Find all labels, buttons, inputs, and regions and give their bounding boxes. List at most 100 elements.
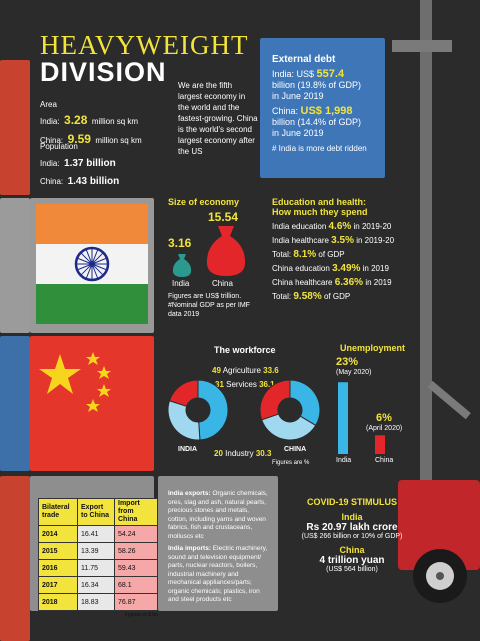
area-china-label: China:	[40, 136, 64, 145]
bt-cell-export: 11.75	[77, 559, 115, 577]
workforce-note: Figures are %	[272, 460, 310, 466]
stimulus-china-label: China	[339, 545, 365, 555]
bilateral-table: Bilateral trade Export to China Import f…	[38, 498, 158, 611]
debt-china-value: US$ 1,998	[300, 105, 353, 117]
crane-frame	[420, 0, 432, 560]
crane-beam	[427, 380, 471, 420]
exports-text: Organic chemicals, ores, slag and ash, n…	[168, 490, 268, 540]
bt-cell-year: 2016	[38, 559, 78, 577]
workforce-china-label: CHINA	[284, 446, 307, 453]
bt-cell-import: 76.87	[114, 593, 158, 611]
table-row: 2014 16.41 54.24	[38, 525, 158, 543]
industry-india-value: 20	[214, 449, 223, 458]
edu-row: Total: 8.1% of GDP	[272, 248, 412, 262]
economy-india-value: 3.16	[168, 236, 192, 250]
industry-label: Industry	[225, 449, 254, 458]
edu-rows: India education 4.6% in 2019-20 India hea…	[272, 220, 412, 304]
area-china-unit: million sq km	[95, 136, 142, 145]
edu-row-label: Total:	[272, 292, 292, 301]
unemp-bar-china	[375, 435, 385, 454]
workforce-donuts	[167, 379, 321, 441]
edu-row-suffix: of GDP	[318, 250, 345, 259]
unemp-china-label: China	[375, 457, 394, 464]
exports-imports-block: India exports: Organic chemicals, ores, …	[168, 490, 270, 605]
bilateral-table-wrap: Bilateral trade Export to China Import f…	[38, 498, 158, 618]
page-title-line1: HEAVYWEIGHT	[40, 30, 249, 60]
crane-arm	[392, 40, 452, 52]
bt-header-import: Import from China	[114, 498, 158, 526]
area-india-value: 3.28	[64, 113, 88, 127]
container-red-top-left	[0, 60, 30, 195]
debt-india-line2: billion (19.8% of GDP)	[272, 80, 362, 90]
donut-slice-industry	[168, 379, 199, 407]
workforce-heading: The workforce	[214, 345, 276, 355]
population-heading: Population	[40, 142, 78, 151]
unemployment-heading: Unemployment	[340, 343, 406, 353]
bt-cell-export: 16.34	[77, 576, 115, 594]
unemp-china-value: 6%	[376, 412, 392, 424]
donut-slice-agriculture	[197, 379, 229, 441]
unemp-india-date: (May 2020)	[336, 369, 372, 376]
imports-label: India imports:	[168, 545, 211, 552]
population-china-label: China:	[40, 177, 64, 186]
donut-slice-services	[167, 400, 201, 441]
bilateral-note: Figures in $ bn	[124, 612, 158, 618]
debt-india-value: 557.4	[316, 68, 345, 80]
edu-heading-line1: Education and health:	[272, 197, 367, 207]
ashoka-chakra-icon	[74, 246, 110, 282]
debt-china-line2: billion (14.4% of GDP)	[272, 117, 362, 127]
india-flag-container	[30, 198, 154, 333]
workforce-india-label: INDIA	[178, 446, 198, 453]
bt-cell-year: 2018	[38, 593, 78, 611]
stimulus-china-sub: (US$ 564 billion)	[326, 566, 378, 573]
area-india-unit: million sq km	[91, 117, 139, 126]
bt-cell-year: 2015	[38, 542, 78, 560]
edu-row-label: China healthcare	[272, 278, 333, 287]
edu-row-suffix: in 2019	[365, 278, 392, 287]
table-row: 2018 18.83 76.87	[38, 593, 158, 611]
debt-india-prefix: India: US$	[272, 69, 315, 79]
edu-row-value: 3.5%	[331, 235, 354, 246]
area-heading: Area	[40, 100, 57, 109]
china-money-bag-icon	[206, 226, 246, 276]
unemp-bar-india	[338, 382, 348, 454]
donut-slice-industry	[259, 379, 291, 421]
edu-row-suffix: in 2019	[362, 264, 389, 273]
population-india-value: 1.37 billion	[64, 158, 116, 169]
edu-row-label: India healthcare	[272, 236, 329, 245]
exports-label: India exports:	[168, 490, 211, 497]
table-row: 2017 16.34 68.1	[38, 576, 158, 594]
workforce-services-row: 31 Services 36.1	[215, 380, 275, 389]
area-india-label: India:	[40, 117, 60, 126]
china-flag-container	[30, 336, 154, 471]
container-red-bottom-left	[0, 476, 30, 641]
debt-china-line3: in June 2019	[272, 128, 324, 138]
table-row: 2015 13.39 58.26	[38, 542, 158, 560]
edu-row: Total: 9.58% of GDP	[272, 290, 412, 304]
bt-cell-import: 58.26	[114, 542, 158, 560]
services-label: Services	[226, 380, 257, 389]
stimulus-block: COVID-19 STIMULUS India Rs 20.97 lakh cr…	[292, 497, 412, 573]
industry-china-value: 30.3	[255, 449, 272, 458]
bt-cell-import: 59.43	[114, 559, 158, 577]
unemp-china-date: (April 2020)	[366, 425, 403, 432]
services-china-value: 36.1	[259, 380, 275, 389]
bt-header-export: Export to China	[77, 498, 115, 526]
debt-note: # India is more debt ridden	[272, 144, 367, 153]
edu-row-value: 9.58%	[293, 291, 322, 302]
debt-china-prefix: China:	[272, 106, 299, 116]
stimulus-india-sub: (US$ 266 billion or 10% of GDP)	[301, 533, 403, 540]
page-title-line2: DIVISION	[40, 57, 167, 87]
intro-text: We are the fifth largest economy in the …	[178, 81, 258, 156]
education-health-block: Education and health: How much they spen…	[272, 197, 412, 304]
edu-row: India education 4.6% in 2019-20	[272, 220, 412, 234]
services-india-value: 31	[215, 380, 224, 389]
edu-row-label: India education	[272, 222, 327, 231]
table-row: 2016 11.75 59.43	[38, 559, 158, 577]
edu-row-suffix: of GDP	[323, 292, 351, 301]
edu-row-value: 8.1%	[293, 249, 317, 260]
bt-cell-import: 54.24	[114, 525, 158, 543]
bt-cell-import: 68.1	[114, 576, 158, 594]
container-grey-left	[0, 198, 30, 333]
agri-label: Agriculture	[222, 366, 261, 375]
